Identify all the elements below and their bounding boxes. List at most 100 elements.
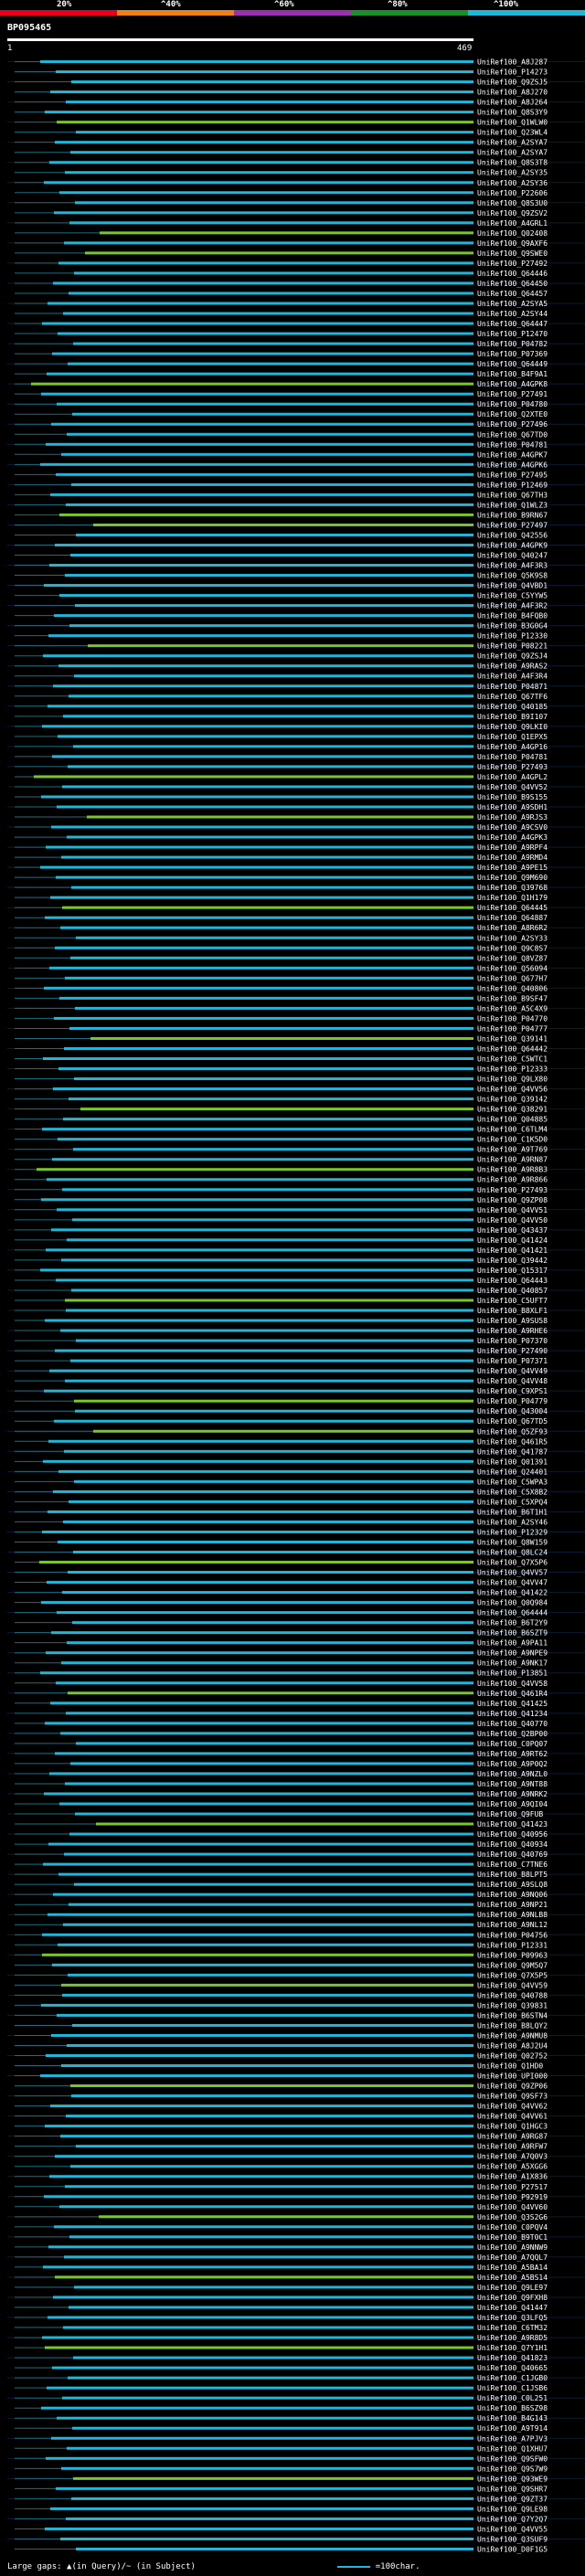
hit-bar: [76, 131, 473, 134]
hit-label: UniRef100_A9NRK2: [477, 1790, 548, 1798]
hit-bar: [45, 916, 473, 919]
hit-label: UniRef100_B6T2Y9: [477, 1619, 548, 1627]
hit-bar: [50, 2507, 473, 2510]
hit-bar: [71, 80, 473, 84]
hit-label: UniRef100_Q67TH3: [477, 491, 548, 499]
hit-bar: [40, 60, 473, 64]
hit-bar: [74, 271, 473, 275]
hit-bar: [69, 2306, 473, 2309]
hit-bar: [48, 1842, 473, 1846]
hit-label: UniRef100_A4GPK9: [477, 541, 548, 549]
hit-bar: [64, 241, 473, 245]
hit-bar: [42, 1530, 473, 1533]
hit-label: UniRef100_A9R866: [477, 1176, 548, 1184]
hit-label: UniRef100_A4GPK6: [477, 461, 548, 469]
hit-label: UniRef100_B6SZ98: [477, 2404, 548, 2412]
hit-label: UniRef100_A9RMD4: [477, 853, 548, 862]
hit-bar: [74, 1882, 473, 1886]
hit-label: UniRef100_P27497: [477, 521, 548, 529]
hit-label: UniRef100_Q41447: [477, 2304, 548, 2312]
hit-label: UniRef100_Q64444: [477, 1609, 548, 1617]
hit-bar: [75, 1409, 473, 1413]
hit-bar: [55, 543, 473, 546]
hit-bar: [41, 1198, 473, 1202]
hit-bar: [65, 976, 473, 980]
hit-label: UniRef100_P27496: [477, 420, 548, 429]
hit-label: UniRef100_Q8S3T8: [477, 159, 548, 167]
hit-label: UniRef100_Q64442: [477, 1044, 548, 1053]
hit-label: UniRef100_Q0Q984: [477, 1599, 548, 1607]
hit-bar: [47, 1178, 473, 1182]
hit-bar: [55, 2155, 473, 2158]
hit-bar: [48, 1510, 473, 1513]
hit-bar: [61, 855, 473, 859]
hit-label: UniRef100_A9NL12: [477, 1921, 548, 1929]
hit-label: UniRef100_A9CSV0: [477, 823, 548, 832]
hit-bar: [50, 1701, 473, 1705]
hit-label: UniRef100_UPI000: [477, 2072, 548, 2081]
hit-label: UniRef100_A4GPK8: [477, 380, 548, 388]
hit-bar: [45, 1722, 473, 1725]
hit-bar: [59, 1802, 473, 1806]
hit-bar: [58, 1138, 473, 1141]
hit-label: UniRef100_Q9C8S7: [477, 944, 548, 952]
hit-bar: [62, 1993, 473, 1997]
hit-label: UniRef100_Q40665: [477, 2364, 548, 2372]
hit-label: UniRef100_Q9ZSJ5: [477, 79, 548, 87]
hit-bar: [46, 845, 473, 849]
hit-label: UniRef100_P07369: [477, 350, 548, 358]
hit-bar: [45, 1319, 473, 1322]
hit-bar: [58, 1872, 473, 1876]
hit-label: UniRef100_Q4VV61: [477, 2113, 548, 2121]
hit-label: UniRef100_Q39831: [477, 2001, 548, 2009]
hit-bar: [68, 765, 473, 769]
hit-bar: [66, 1712, 473, 1715]
hit-label: UniRef100_Q9LE98: [477, 2505, 548, 2513]
hit-bar: [69, 1903, 473, 1906]
hit-bar: [63, 1520, 473, 1523]
hit-bar: [46, 1651, 473, 1655]
hit-label: UniRef100_Q8VZ87: [477, 954, 548, 962]
hit-label: UniRef100_Q40806: [477, 984, 548, 992]
hit-bar: [62, 785, 473, 789]
hit-label: UniRef100_Q56094: [477, 964, 548, 972]
hit-bar: [80, 1108, 473, 1111]
hit-bar: [57, 1208, 473, 1212]
hit-label: UniRef100_Q4VV50: [477, 1216, 548, 1224]
hit-label: UniRef100_A5BS14: [477, 2274, 548, 2282]
hit-label: UniRef100_P12333: [477, 1065, 548, 1074]
hit-label: UniRef100_C1JGB0: [477, 2374, 548, 2382]
hit-label: UniRef100_P04780: [477, 400, 548, 408]
hit-bar: [37, 1168, 473, 1171]
hit-label: UniRef100_A5BA14: [477, 2263, 548, 2272]
hit-label: UniRef100_Q8W159: [477, 1538, 548, 1546]
hit-label: UniRef100_P04782: [477, 340, 548, 348]
hit-label: UniRef100_Q40185: [477, 703, 548, 711]
hit-label: UniRef100_A9RT62: [477, 1750, 548, 1758]
hit-bar: [75, 604, 473, 608]
hit-bar: [50, 896, 473, 899]
hit-bar: [55, 2275, 473, 2279]
hit-label: UniRef100_Q23WL4: [477, 129, 548, 137]
hit-label: UniRef100_Q9SWE0: [477, 249, 548, 258]
hit-bar: [67, 2446, 473, 2450]
hit-bar: [56, 1278, 473, 1282]
hit-bar: [88, 644, 473, 648]
hit-label: UniRef100_Q39442: [477, 1256, 548, 1265]
hit-label: UniRef100_C6TM32: [477, 2324, 548, 2332]
hit-label: UniRef100_Q15317: [477, 1267, 548, 1275]
hit-label: UniRef100_Q3LFQ5: [477, 2314, 548, 2322]
hit-label: UniRef100_Q67TF6: [477, 693, 548, 701]
hit-bar: [70, 1762, 473, 1765]
hit-label: UniRef100_Q40788: [477, 1991, 548, 1999]
hit-label: UniRef100_Q01391: [477, 1458, 548, 1466]
hit-bar: [59, 2205, 473, 2209]
axis-end-label: 469: [457, 44, 472, 53]
hit-bar: [49, 1772, 473, 1776]
hit-label: UniRef100_Q02408: [477, 229, 548, 238]
hit-label: UniRef100_Q64445: [477, 904, 548, 912]
hit-bar: [69, 2235, 473, 2239]
hit-bar: [43, 1459, 473, 1463]
hit-label: UniRef100_Q9M690: [477, 874, 548, 882]
hit-label: UniRef100_Q39141: [477, 1034, 548, 1043]
